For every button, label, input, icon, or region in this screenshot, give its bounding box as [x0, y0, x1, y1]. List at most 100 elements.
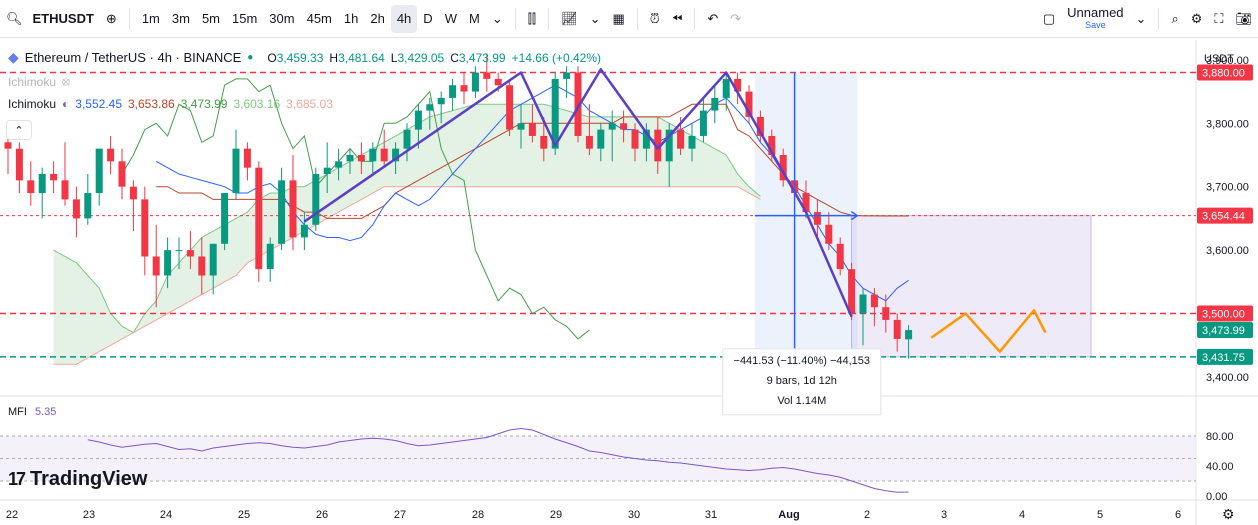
scale-settings-gear-icon[interactable]: ⚙︎ [1222, 506, 1235, 522]
candle-body [84, 193, 92, 219]
ohlc-change: +14.66 (+0.42%) [511, 50, 601, 65]
candle-body [802, 193, 810, 213]
settings-gear-icon[interactable]: ⚙︎ [1190, 10, 1203, 26]
symbol-legend: ◆ Ethereum / TetherUS · 4h · BINANCE ● O… [8, 49, 601, 66]
templates-icon[interactable]: ▦ [612, 10, 625, 26]
search-icon[interactable]: 🔍︎ [6, 10, 23, 26]
candle-body [460, 85, 468, 92]
ichimoku-value: 3,552.45 [75, 97, 122, 111]
candles-chart-type-icon[interactable]: ⫿⫿ [527, 10, 537, 26]
interval-1h[interactable]: 1h [343, 11, 359, 26]
ichimoku-value: 3,603.16 [233, 97, 281, 111]
candle-body [836, 243, 844, 270]
tradingview-logo[interactable]: 17 TradingView [8, 468, 147, 491]
replay-icon[interactable]: ⏪︎ [671, 10, 683, 26]
interval-4h[interactable]: 4h [390, 4, 418, 33]
candle-body [506, 85, 514, 130]
legend-collapse-chevron-icon[interactable]: ⌃ [6, 120, 32, 140]
interval-W[interactable]: W [444, 11, 457, 26]
symbol-title[interactable]: Ethereum / TetherUS · 4h · BINANCE [24, 50, 242, 65]
candle-body [129, 186, 137, 200]
x-tick-label: 24 [160, 509, 172, 521]
tradingview-logo-icon: 17 [8, 469, 26, 489]
interval-5m[interactable]: 5m [201, 11, 220, 26]
candle-body [50, 174, 58, 181]
candle-body [631, 129, 639, 149]
candle-body [380, 148, 388, 162]
market-status-icon: ● [247, 52, 254, 63]
redo-icon[interactable]: ↷ [730, 10, 742, 26]
interval-group: 1m 3m 5m 15m 30m 45m 1h 2h 4h D W M [136, 4, 486, 33]
candle-body [859, 294, 867, 314]
x-tick-label: 26 [316, 509, 328, 521]
ichimoku-legend[interactable]: Ichimoku ◐ 3,552.45 3,653.86 3,473.99 3,603… [8, 97, 333, 111]
toolbar-divider [1158, 7, 1160, 30]
candle-body [893, 319, 901, 339]
ohlc-high: H3,481.64 [329, 50, 385, 65]
chart-canvas[interactable]: −441.53 (−11.40%) −44,153 9 bars, 1d 12h V… [0, 40, 1258, 525]
fullscreen-icon[interactable]: ⛶ [1214, 10, 1224, 26]
candle-body [517, 123, 525, 130]
candle-body [642, 129, 650, 149]
candle-body [95, 148, 103, 194]
candle-body [870, 294, 878, 308]
layout-dropdown-icon[interactable]: ⌄ [1135, 10, 1147, 26]
eye-hidden-icon[interactable]: ⦻ [62, 74, 70, 88]
x-tick-label: 31 [705, 509, 717, 521]
toolbar-divider [514, 7, 516, 30]
candle-body [232, 148, 240, 194]
candle-body [300, 224, 308, 238]
candle-body [563, 72, 571, 79]
price-badge-label: 3,880.00 [1202, 68, 1245, 80]
candle-body [734, 78, 742, 92]
candle-body [38, 174, 46, 194]
interval-15m[interactable]: 15m [232, 11, 258, 26]
alert-icon[interactable]: ⏰︎ [649, 10, 660, 26]
symbol-search-button[interactable]: ETHUSDT [32, 11, 94, 26]
measure-label-text: −441.53 (−11.40%) −44,153 [734, 355, 871, 367]
candle-body [905, 330, 913, 340]
candle-body [688, 135, 696, 149]
indicator-loading-icon: ◐ [62, 97, 70, 111]
indicators-icon[interactable]: 📈︎ [561, 10, 578, 26]
candle-body [152, 256, 160, 276]
interval-M[interactable]: M [468, 11, 480, 26]
mfi-label: MFI [8, 406, 27, 418]
price-badge [1197, 207, 1253, 224]
x-tick-label: 22 [6, 509, 18, 521]
ohlc-close: C3,473.99 [450, 50, 506, 65]
interval-2h[interactable]: 2h [370, 11, 385, 26]
candle-body [72, 199, 80, 219]
candle-body [756, 116, 764, 136]
candle-body [323, 167, 331, 175]
interval-D[interactable]: D [423, 11, 433, 26]
undo-icon[interactable]: ↶ [707, 10, 719, 26]
mfi-tick-label: 0.00 [1206, 491, 1227, 503]
indicators-dropdown-icon[interactable]: ⌄ [589, 10, 601, 26]
candle-body [278, 180, 286, 244]
interval-45m[interactable]: 45m [306, 11, 332, 26]
candle-body [266, 243, 274, 270]
layout-square-icon[interactable]: ▢ [1042, 10, 1056, 26]
candle-body [813, 212, 821, 225]
layout-name-button[interactable]: Unnamed Save [1061, 5, 1129, 33]
interval-30m[interactable]: 30m [269, 11, 295, 26]
interval-dropdown-chevron-icon[interactable]: ⌄ [491, 10, 503, 26]
candle-body [198, 256, 206, 276]
compare-add-icon[interactable]: ⊕ [105, 10, 117, 26]
snapshot-camera-icon[interactable]: 📷︎ [1235, 10, 1252, 26]
hidden-indicator-legend[interactable]: Ichimoku ⦻ [8, 74, 70, 89]
price-badge [1197, 322, 1253, 339]
interval-1m[interactable]: 1m [141, 11, 160, 26]
ethereum-logo-icon: ◆ [8, 49, 19, 65]
candle-body [597, 129, 605, 149]
candle-body [335, 161, 343, 168]
projection-path-line [930, 309, 1047, 353]
quick-search-icon[interactable]: ⌕ [1171, 10, 1179, 26]
mfi-tick-label: 80.00 [1206, 431, 1234, 443]
candle-body [392, 148, 400, 162]
measure-label-text: Vol 1.14M [777, 395, 826, 407]
interval-3m[interactable]: 3m [171, 11, 190, 26]
price-badge [1197, 348, 1253, 365]
